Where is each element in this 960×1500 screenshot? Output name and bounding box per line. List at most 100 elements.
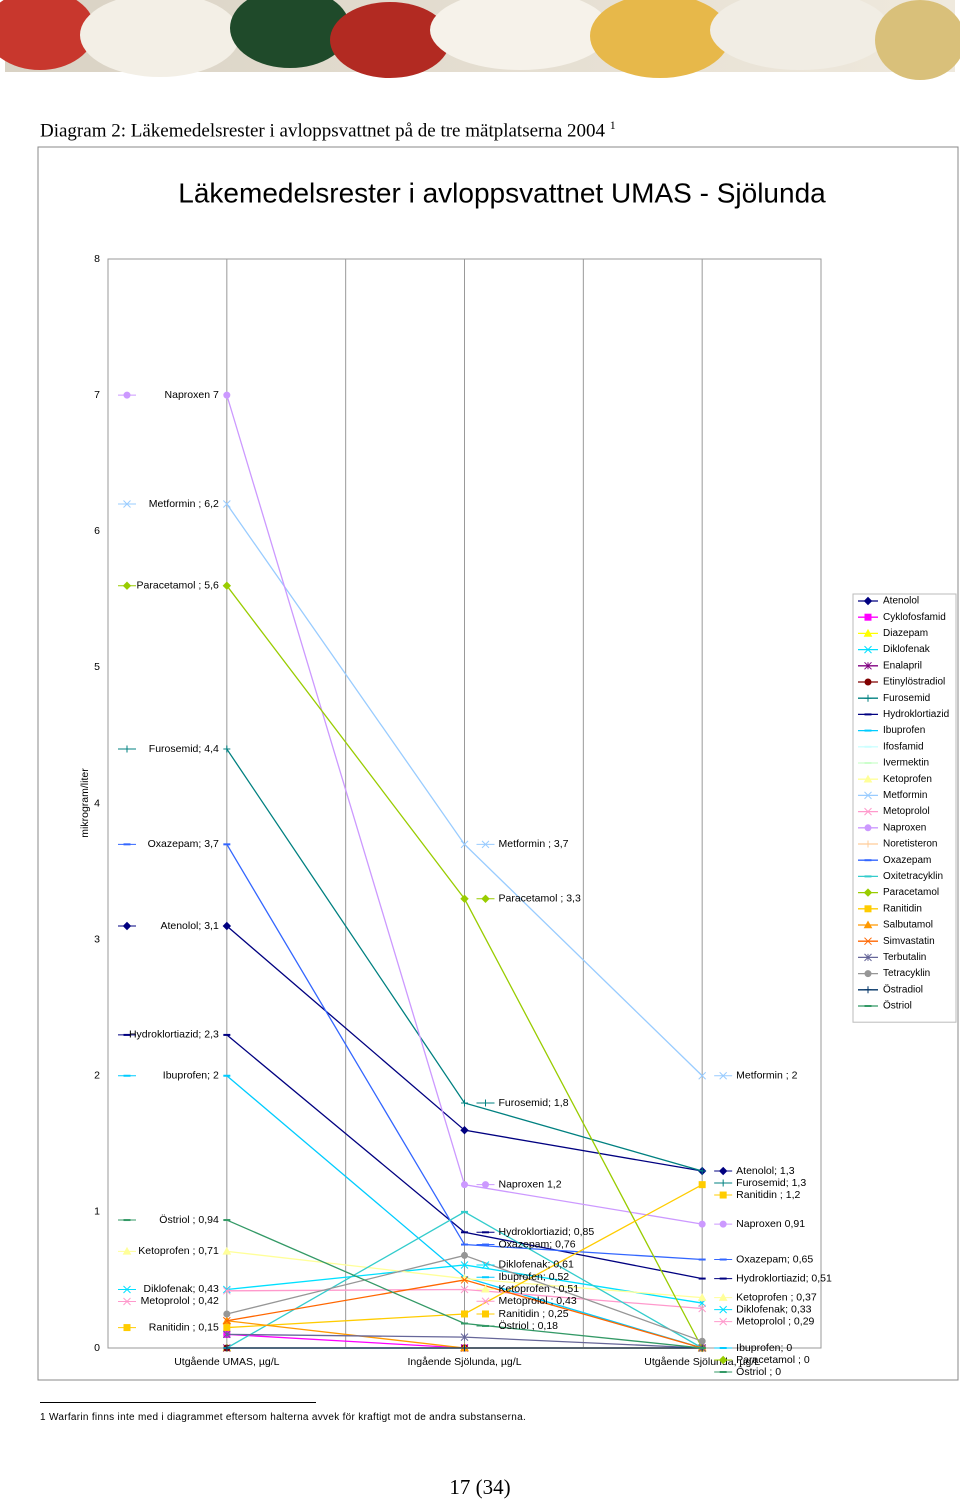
data-point <box>698 1167 706 1175</box>
series <box>222 581 707 1353</box>
legend-key-marker <box>864 986 872 994</box>
data-point <box>222 581 232 590</box>
label-key-marker <box>122 1246 132 1255</box>
legend-label: Furosemid <box>883 693 930 704</box>
data-label: Metoprolol ; 0,43 <box>499 1295 577 1307</box>
data-point <box>698 1181 706 1189</box>
legend-label: Diazepam <box>883 628 928 639</box>
legend-key-marker <box>864 661 872 670</box>
series <box>222 921 707 1176</box>
series <box>223 1251 706 1345</box>
data-point <box>222 1285 231 1294</box>
legend-key-marker <box>864 694 872 702</box>
data-label: Diklofenak; 0,43 <box>144 1283 219 1295</box>
data-label: Hydroklortiazid; 0,85 <box>499 1226 595 1238</box>
data-label: Metformin ; 2 <box>736 1070 797 1082</box>
data-label: Ranitidin ; 1,2 <box>736 1189 800 1201</box>
data-label: Ibuprofen; 0 <box>736 1342 792 1354</box>
y-tick-label: 0 <box>94 1342 100 1354</box>
legend-key-marker <box>864 937 872 946</box>
data-label: Metoprolol ; 0,29 <box>736 1315 814 1327</box>
legend-key-marker <box>864 791 872 800</box>
data-label: Ketoprofen ; 0,37 <box>736 1291 817 1303</box>
label-key-marker <box>123 500 131 508</box>
data-point <box>698 1304 707 1313</box>
series <box>223 1344 706 1352</box>
legend-label: Salbutamol <box>883 920 933 931</box>
legend-key-marker <box>863 596 873 606</box>
data-point <box>697 1293 707 1301</box>
data-point <box>460 1285 469 1294</box>
data-point <box>460 1333 469 1341</box>
y-tick-label: 4 <box>94 797 100 809</box>
data-label: Ibuprofen; 2 <box>163 1070 219 1082</box>
data-label: Furosemid; 4,4 <box>149 743 219 755</box>
label-key-marker <box>718 1293 728 1301</box>
label-key-marker <box>482 1181 489 1189</box>
label-key-marker <box>123 745 131 753</box>
label-key-marker <box>481 1261 490 1269</box>
y-axis-label: mikrogram/liter <box>79 768 91 838</box>
legend-label: Ketoprofen <box>883 774 932 785</box>
data-label: Paracetamol ; 3,3 <box>499 893 581 905</box>
legend-label: Oxazepam <box>883 855 931 866</box>
data-point <box>223 1344 231 1352</box>
data-label: Metoprolol ; 0,42 <box>141 1295 219 1307</box>
legend-key-marker <box>864 645 872 654</box>
label-key-marker <box>123 1297 131 1306</box>
legend-key-marker <box>864 678 872 686</box>
footnote: 1 Warfarin finns inte med i diagrammet e… <box>40 1412 526 1423</box>
data-point <box>461 1099 468 1107</box>
label-key-marker <box>719 1317 728 1326</box>
legend-key-marker <box>863 628 873 637</box>
label-key-marker <box>719 1220 727 1228</box>
data-point <box>698 1337 706 1345</box>
y-tick-label: 8 <box>94 253 100 265</box>
legend-label: Naproxen <box>883 822 926 833</box>
label-key-marker <box>719 1179 727 1187</box>
legend-label: Ibuprofen <box>883 725 925 736</box>
data-label: Paracetamol ; 5,6 <box>137 579 219 591</box>
legend-key-marker <box>864 613 872 621</box>
legend-key-marker <box>864 824 872 832</box>
data-point <box>222 500 231 508</box>
data-label: Atenolol; 3,1 <box>160 920 219 932</box>
data-label: Ranitidin ; 0,25 <box>499 1308 569 1320</box>
legend-label: Metoprolol <box>883 806 930 817</box>
label-key-marker <box>482 1099 489 1107</box>
label-key-marker <box>122 581 132 590</box>
label-key-marker <box>719 1191 727 1199</box>
data-label: Östriol ; 0,94 <box>159 1214 219 1226</box>
y-tick-label: 2 <box>94 1070 100 1082</box>
series <box>223 1033 706 1280</box>
y-tick-label: 6 <box>94 525 100 537</box>
heading-text: Diagram 2: Läkemedelsrester i avloppsvat… <box>40 120 606 142</box>
legend-key-marker <box>864 807 872 816</box>
data-label: Naproxen 7 <box>165 389 219 401</box>
data-point <box>222 1286 231 1295</box>
y-tick-label: 1 <box>94 1206 100 1218</box>
data-point <box>223 1324 231 1332</box>
footnote-rule <box>40 1402 316 1403</box>
data-label: Metformin ; 6,2 <box>149 498 219 510</box>
label-key-marker <box>123 1285 131 1294</box>
data-label: Östriol ; 0 <box>736 1366 781 1378</box>
legend-label: Cyklofosfamid <box>883 612 946 623</box>
footnote-text: Warfarin finns inte med i diagrammet eft… <box>48 1412 527 1423</box>
data-point <box>223 1310 231 1318</box>
label-key-marker <box>122 921 132 931</box>
data-point <box>698 1220 706 1228</box>
y-tick-label: 3 <box>94 933 100 945</box>
data-label: Hydroklortiazid; 0,51 <box>736 1272 832 1284</box>
legend-label: Terbutalin <box>883 952 926 963</box>
data-point <box>223 391 231 399</box>
x-tick-label: Utgående UMAS, µg/L <box>174 1356 279 1368</box>
data-label: Paracetamol ; 0 <box>736 1354 810 1366</box>
legend-label: Ivermektin <box>883 758 929 769</box>
heading-footnote-mark: 1 <box>609 118 616 132</box>
x-tick-label: Ingående Sjölunda, µg/L <box>407 1356 521 1368</box>
data-label: Diklofenak; 0,33 <box>736 1303 811 1315</box>
legend-label: Östradiol <box>883 983 923 995</box>
label-key-marker <box>719 1071 728 1080</box>
